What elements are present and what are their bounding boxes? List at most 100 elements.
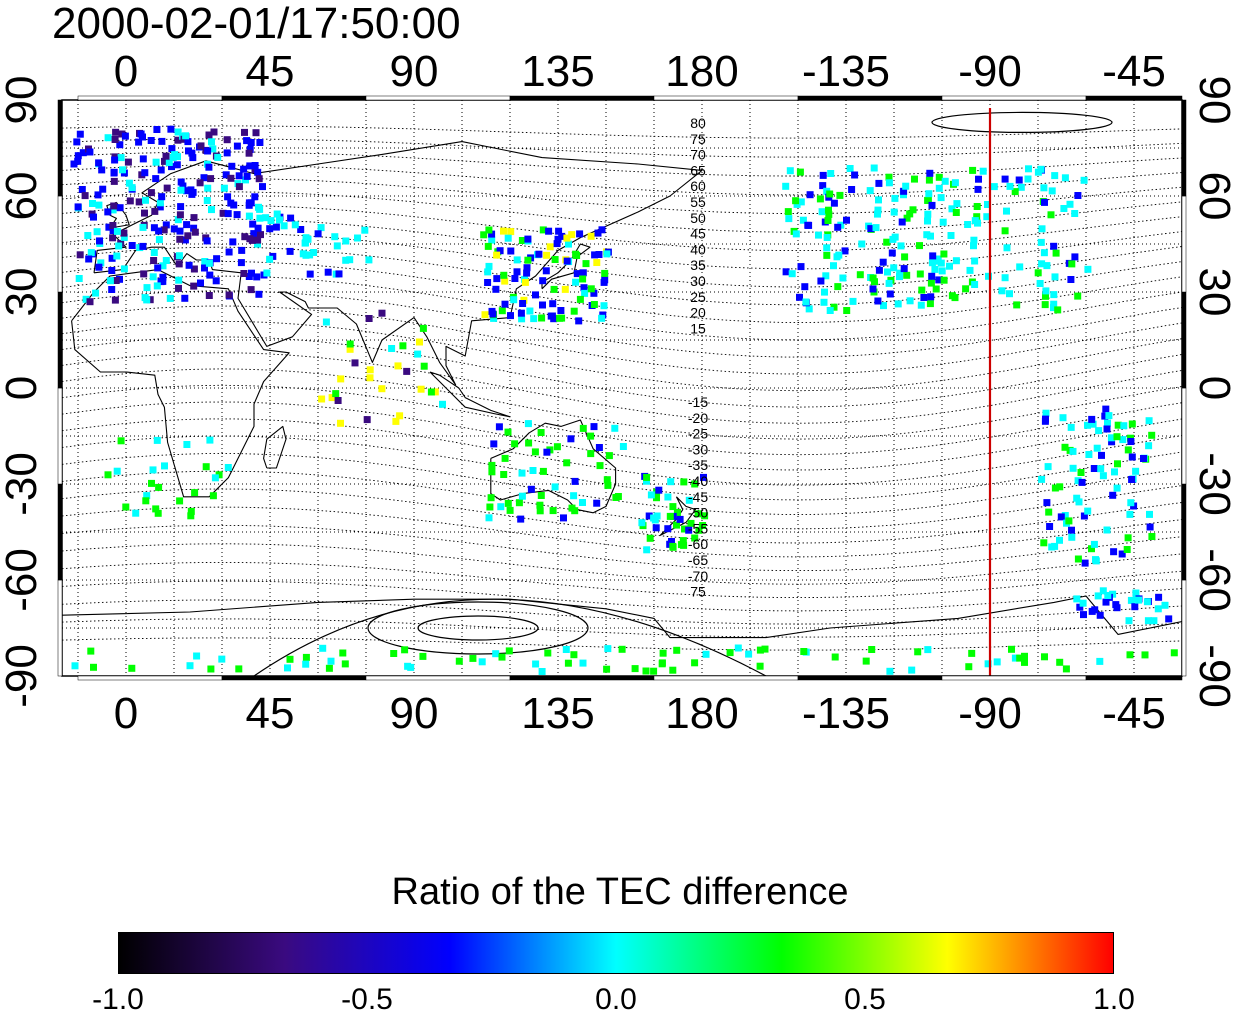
tec-cell — [205, 292, 213, 299]
tec-cell — [928, 272, 936, 280]
tec-cell — [1118, 550, 1126, 558]
tec-cell — [701, 512, 709, 520]
tec-cell — [206, 271, 214, 279]
tec-cell — [160, 226, 168, 234]
tec-cell — [1047, 211, 1055, 219]
contour-line — [62, 177, 1182, 215]
tec-cell — [310, 249, 318, 256]
tec-cell — [1165, 615, 1173, 623]
tec-cell — [181, 236, 189, 244]
tec-cell — [679, 537, 687, 545]
tec-cell — [998, 287, 1006, 295]
tec-cell — [1062, 665, 1070, 673]
tec-cell — [346, 340, 354, 348]
tec-cell — [1090, 540, 1098, 548]
tec-cell — [558, 314, 566, 322]
tec-cell — [366, 374, 374, 382]
tec-cell — [76, 130, 84, 138]
tec-cell — [154, 509, 162, 517]
tec-cell — [125, 179, 133, 187]
tec-cell — [515, 499, 523, 507]
tec-cell — [143, 492, 151, 500]
tec-cell — [93, 228, 101, 236]
tec-cell — [549, 300, 557, 308]
lat-tick-label-left: -30 — [0, 452, 46, 516]
tec-cell — [1104, 419, 1111, 427]
tec-cell — [1085, 451, 1093, 458]
tec-cell — [354, 234, 361, 242]
contour-label: -15 — [688, 394, 708, 410]
tec-cell — [399, 342, 407, 350]
tec-cell — [497, 503, 505, 511]
tec-cell — [1050, 242, 1058, 250]
tec-cell — [745, 650, 753, 658]
tec-cell — [1071, 210, 1079, 217]
tec-cell — [793, 200, 801, 208]
contour-label: 80 — [690, 115, 706, 131]
tec-cell — [990, 183, 998, 191]
tec-cell — [572, 278, 580, 286]
tec-cell — [487, 494, 495, 502]
tec-cell — [306, 270, 314, 278]
tec-cell — [139, 133, 146, 141]
contour-label: -35 — [688, 457, 708, 473]
lat-tick-label-right: -30 — [1190, 452, 1239, 516]
tec-cell — [492, 285, 500, 293]
tec-cell — [695, 526, 703, 534]
contour-south-inner — [417, 615, 539, 641]
tec-cell — [110, 202, 118, 210]
tec-cell — [939, 218, 947, 226]
tec-cell — [170, 225, 178, 233]
tec-cell — [593, 499, 601, 507]
tec-cell — [900, 187, 908, 195]
tec-cell — [799, 216, 807, 224]
tec-cell — [297, 226, 305, 233]
tec-cell — [926, 300, 934, 308]
tec-cell — [156, 203, 164, 211]
tec-cell — [186, 662, 194, 670]
tec-cell — [590, 289, 598, 297]
tec-cell — [1127, 499, 1135, 507]
lat-tick-label-left: 0 — [0, 376, 46, 400]
tec-cell — [253, 273, 261, 281]
tec-cell — [554, 235, 562, 243]
tec-cell — [1008, 645, 1015, 653]
tec-cell — [1092, 556, 1099, 564]
tec-cell — [166, 294, 174, 302]
africa-outline — [71, 269, 290, 498]
tec-cell — [677, 541, 685, 549]
tec-cell — [600, 278, 608, 286]
tec-cell — [797, 198, 805, 206]
tec-cell — [243, 137, 251, 145]
tec-cell — [204, 147, 212, 155]
indonesia-outline — [429, 371, 511, 418]
tec-cell — [925, 176, 933, 184]
tec-cell — [1056, 536, 1063, 544]
tec-cell — [1143, 598, 1151, 606]
tec-cell — [488, 236, 496, 244]
tec-cell — [603, 665, 611, 673]
tec-cell — [1041, 653, 1048, 661]
tec-cell — [108, 286, 116, 293]
tec-cell — [888, 249, 896, 257]
tec-cell — [645, 512, 653, 520]
axis-bar-segment — [57, 579, 63, 677]
tec-cell — [975, 175, 982, 183]
tec-cell — [266, 225, 274, 233]
tec-cell — [550, 285, 558, 293]
tec-cell — [419, 652, 427, 660]
tec-cell — [848, 186, 856, 193]
tec-cell — [420, 362, 428, 370]
tec-cell — [849, 297, 857, 305]
tec-cell — [317, 224, 325, 232]
tec-cell — [543, 448, 551, 456]
lat-tick-label-left: -60 — [0, 548, 46, 612]
tec-cell — [1006, 182, 1014, 190]
tec-cell — [953, 200, 961, 208]
tec-cell — [1074, 192, 1082, 199]
tec-cell — [1051, 273, 1059, 281]
axis-bar-segment — [1085, 95, 1183, 101]
tec-cell — [1061, 512, 1069, 519]
tec-cell — [96, 237, 103, 245]
tec-cell — [224, 193, 232, 201]
